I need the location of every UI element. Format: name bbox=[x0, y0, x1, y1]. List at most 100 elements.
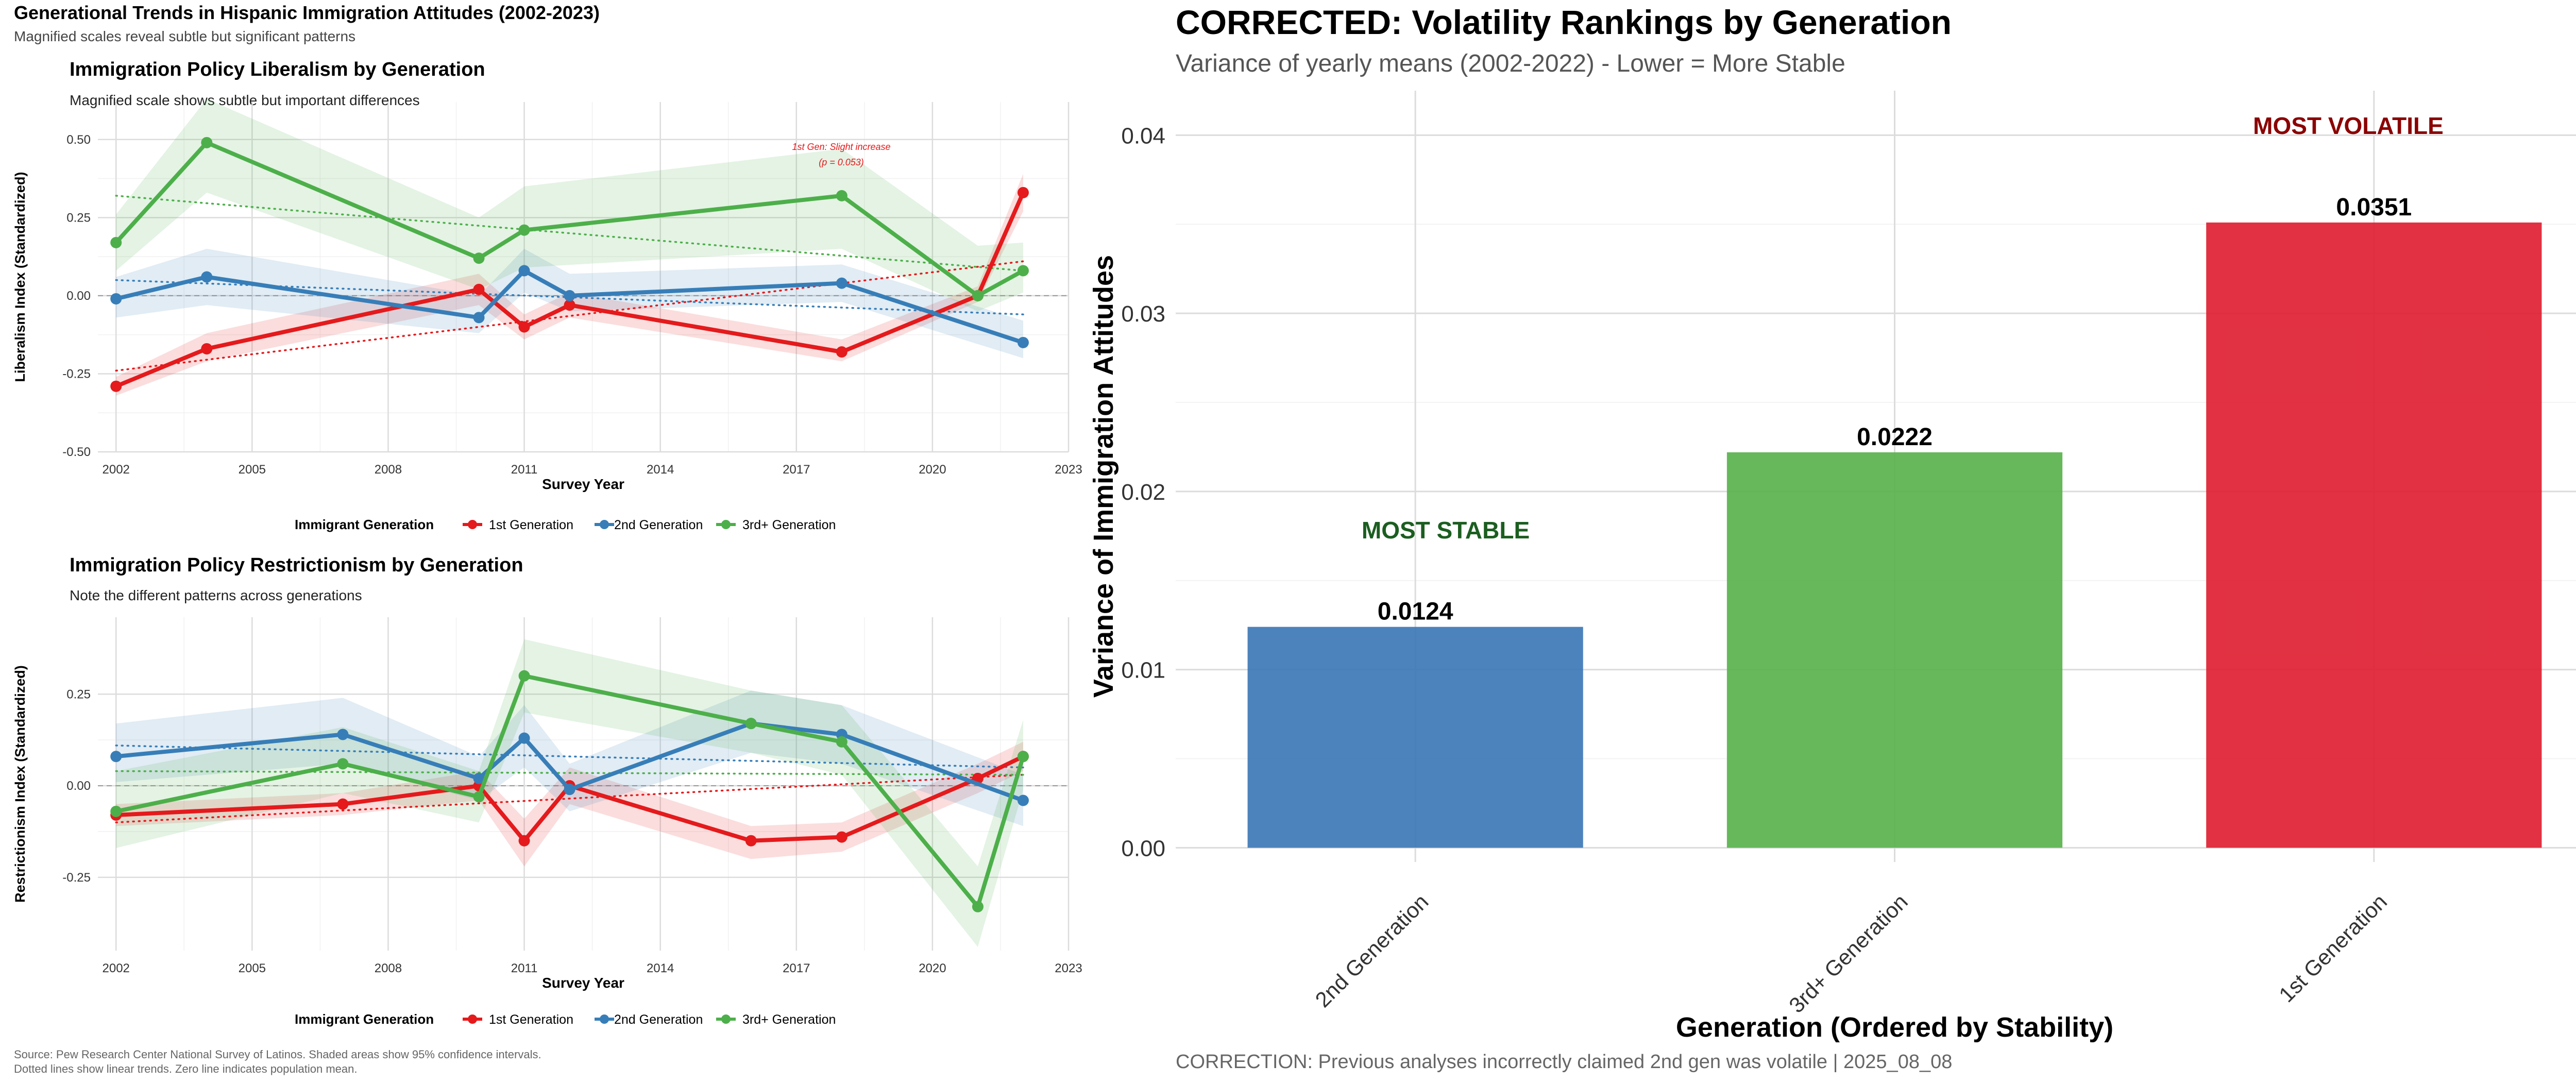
data-point-2nd-generation bbox=[564, 784, 575, 796]
legend-key-2nd-gen bbox=[595, 1015, 614, 1024]
liberalism-legend: Immigrant Generation 1st Generation 2nd … bbox=[295, 517, 836, 532]
data-point-2nd-generation bbox=[110, 293, 122, 305]
x-tick-label: 2nd Generation bbox=[1311, 889, 1433, 1012]
data-point-3rd-generation bbox=[836, 190, 848, 201]
data-point-1st-generation bbox=[473, 283, 485, 295]
x-tick-label: 2017 bbox=[783, 463, 810, 477]
y-tick-label: 0.01 bbox=[1121, 658, 1165, 683]
left-figure-subtitle: Magnified scales reveal subtle but signi… bbox=[14, 28, 355, 44]
volatility-bar-chart: 0.00 0.01 0.02 0.03 0.04 0.0124 2nd Generation… bbox=[1088, 91, 2576, 1043]
y-tick-label: 0.00 bbox=[1121, 836, 1165, 861]
y-axis-title: Restrictionism Index (Standardized) bbox=[12, 665, 28, 903]
data-point-2nd-generation bbox=[337, 729, 349, 740]
data-point-1st-generation bbox=[564, 299, 575, 311]
legend-key-3rd-gen bbox=[716, 520, 736, 529]
legend-key-1st-gen bbox=[463, 1015, 482, 1024]
series-line-3rd-generation bbox=[115, 673, 1025, 909]
x-tick-label: 2005 bbox=[239, 961, 266, 975]
legend-title: Immigrant Generation bbox=[295, 517, 434, 532]
y-tick-label: 0.25 bbox=[66, 687, 91, 701]
x-tick-label: 3rd+ Generation bbox=[1784, 889, 1912, 1018]
bar-value-label: 0.0351 bbox=[2336, 194, 2412, 221]
x-tick-label: 2020 bbox=[919, 961, 946, 975]
y-tick-label: 0.03 bbox=[1121, 301, 1165, 327]
legend-title: Immigrant Generation bbox=[295, 1011, 434, 1027]
data-point-1st-generation bbox=[518, 321, 530, 333]
x-tick-label: 2020 bbox=[919, 463, 946, 477]
data-point-2nd-generation bbox=[518, 732, 530, 744]
x-tick-label: 2017 bbox=[783, 961, 810, 975]
data-point-2nd-generation bbox=[110, 751, 122, 763]
x-axis-title: Generation (Ordered by Stability) bbox=[1676, 1012, 2113, 1043]
data-point-1st-generation bbox=[745, 835, 757, 847]
x-tick-label: 2011 bbox=[511, 463, 538, 477]
data-point-3rd-generation bbox=[1017, 751, 1029, 763]
legend-label-2nd-gen: 2nd Generation bbox=[614, 518, 703, 532]
data-point-2nd-generation bbox=[836, 277, 848, 289]
legend-key-2nd-gen bbox=[595, 520, 614, 529]
data-point-3rd-generation bbox=[972, 290, 984, 301]
ci-band-3rd-generation bbox=[116, 639, 1024, 947]
liberalism-annotation-line2: (p = 0.053) bbox=[819, 157, 864, 167]
restrictionism-legend: Immigrant Generation 1st Generation 2nd … bbox=[295, 1011, 836, 1027]
bar-value-label: 0.0124 bbox=[1378, 598, 1453, 625]
y-tick-label: 0.00 bbox=[66, 779, 91, 793]
x-tick-label: 2023 bbox=[1055, 961, 1082, 975]
trend-line-1st-generation bbox=[115, 773, 1024, 823]
y-tick-label: 0.25 bbox=[66, 211, 91, 225]
source-note-line1: Source: Pew Research Center National Sur… bbox=[14, 1048, 541, 1061]
bar-3rd-generation bbox=[1726, 452, 2063, 848]
bar-value-label: 0.0222 bbox=[1857, 424, 1933, 451]
data-point-1st-generation bbox=[201, 343, 213, 354]
y-axis-title: Liberalism Index (Standardized) bbox=[12, 172, 28, 382]
data-point-2nd-generation bbox=[473, 772, 485, 784]
y-tick-label: 0.04 bbox=[1121, 123, 1165, 148]
x-tick-label: 2023 bbox=[1055, 463, 1082, 477]
y-tick-label: -0.25 bbox=[62, 871, 91, 885]
x-tick-label: 1st Generation bbox=[2274, 889, 2392, 1007]
trend-line-3rd-generation bbox=[115, 770, 1024, 776]
data-point-1st-generation bbox=[836, 346, 848, 358]
data-point-2nd-generation bbox=[1017, 336, 1029, 348]
volatility-chart-subtitle: Variance of yearly means (2002-2022) - L… bbox=[1176, 50, 1845, 77]
data-point-3rd-generation bbox=[201, 137, 213, 148]
y-tick-label: -0.25 bbox=[62, 367, 91, 381]
legend-label-1st-gen: 1st Generation bbox=[489, 1012, 573, 1027]
data-point-2nd-generation bbox=[201, 271, 213, 283]
bar-1st-generation bbox=[2206, 222, 2542, 848]
data-point-3rd-generation bbox=[110, 805, 122, 817]
y-tick-label: -0.50 bbox=[62, 445, 91, 459]
data-point-2nd-generation bbox=[518, 265, 530, 277]
most-volatile-label: MOST VOLATILE bbox=[2253, 112, 2444, 139]
data-point-3rd-generation bbox=[473, 791, 485, 803]
trend-line-3rd-generation bbox=[115, 195, 1024, 272]
x-tick-label: 2002 bbox=[103, 463, 130, 477]
data-point-1st-generation bbox=[518, 835, 530, 847]
data-point-2nd-generation bbox=[473, 312, 485, 324]
liberalism-panel-subtitle: Magnified scale shows subtle but importa… bbox=[70, 92, 420, 108]
most-stable-label: MOST STABLE bbox=[1362, 517, 1530, 544]
data-point-3rd-generation bbox=[745, 718, 757, 730]
data-point-3rd-generation bbox=[473, 252, 485, 264]
data-point-3rd-generation bbox=[337, 758, 349, 770]
data-point-3rd-generation bbox=[110, 236, 122, 248]
x-tick-label: 2002 bbox=[103, 961, 130, 975]
ci-band-2nd-generation bbox=[116, 690, 1024, 826]
trend-line-2nd-generation bbox=[115, 745, 1024, 769]
data-point-3rd-generation bbox=[836, 736, 848, 748]
data-point-3rd-generation bbox=[1017, 265, 1029, 277]
legend-label-3rd-gen: 3rd+ Generation bbox=[742, 1012, 836, 1027]
ci-band-1st-generation bbox=[116, 741, 1024, 867]
x-tick-label: 2014 bbox=[647, 961, 674, 975]
x-tick-label: 2008 bbox=[375, 463, 402, 477]
y-axis-title: Variance of Immigration Attitudes bbox=[1088, 255, 1119, 698]
y-tick-label: 0.00 bbox=[66, 289, 91, 303]
data-point-3rd-generation bbox=[972, 901, 984, 912]
ci-band-3rd-generation bbox=[116, 98, 1024, 312]
bar-2nd-generation bbox=[1247, 627, 1583, 848]
x-tick-label: 2008 bbox=[375, 961, 402, 975]
restrictionism-panel-subtitle: Note the different patterns across gener… bbox=[70, 587, 362, 603]
x-tick-label: 2011 bbox=[511, 961, 538, 975]
legend-key-3rd-gen bbox=[716, 1015, 736, 1024]
